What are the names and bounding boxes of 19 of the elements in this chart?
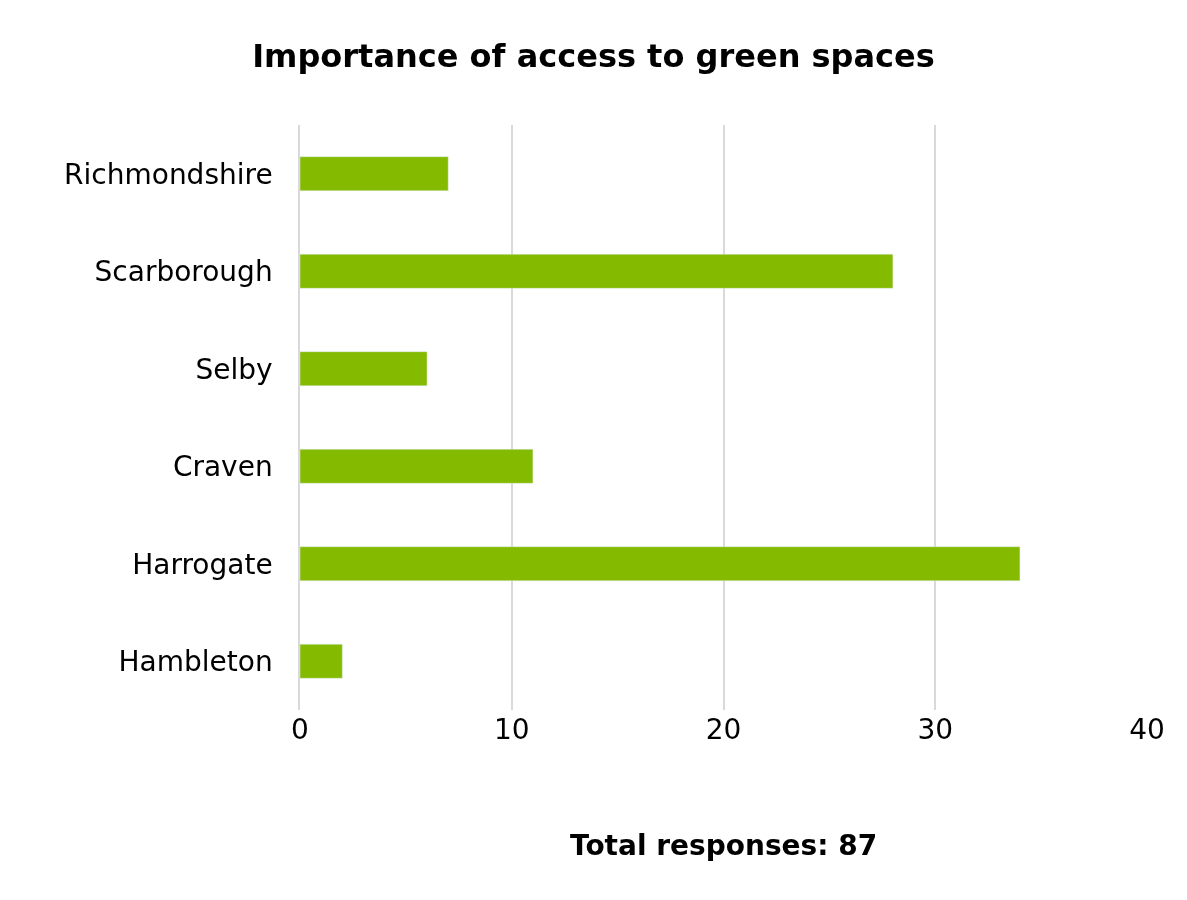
bar <box>300 448 534 484</box>
y-tick-label: Hambleton <box>118 645 273 679</box>
y-tick-label: Selby <box>195 352 273 386</box>
bar <box>300 156 449 192</box>
bar <box>300 253 894 289</box>
x-tick-label: 30 <box>917 713 954 746</box>
x-tick-label: 0 <box>291 713 309 746</box>
y-tick-label: Richmondshire <box>64 157 273 191</box>
y-tick-label: Harrogate <box>132 547 273 581</box>
bar <box>300 546 1021 582</box>
bar <box>300 643 343 679</box>
text: Total responses: 87 <box>570 829 878 862</box>
y-tick-label: Scarborough <box>94 255 273 289</box>
x-tick-label: 40 <box>1129 713 1165 746</box>
bar <box>300 351 428 387</box>
x-tick-label: 20 <box>705 713 742 746</box>
x-tick-label: 10 <box>493 713 530 746</box>
chart-title: Importance of access to green spaces <box>252 37 935 76</box>
y-tick-label: Craven <box>172 450 273 484</box>
